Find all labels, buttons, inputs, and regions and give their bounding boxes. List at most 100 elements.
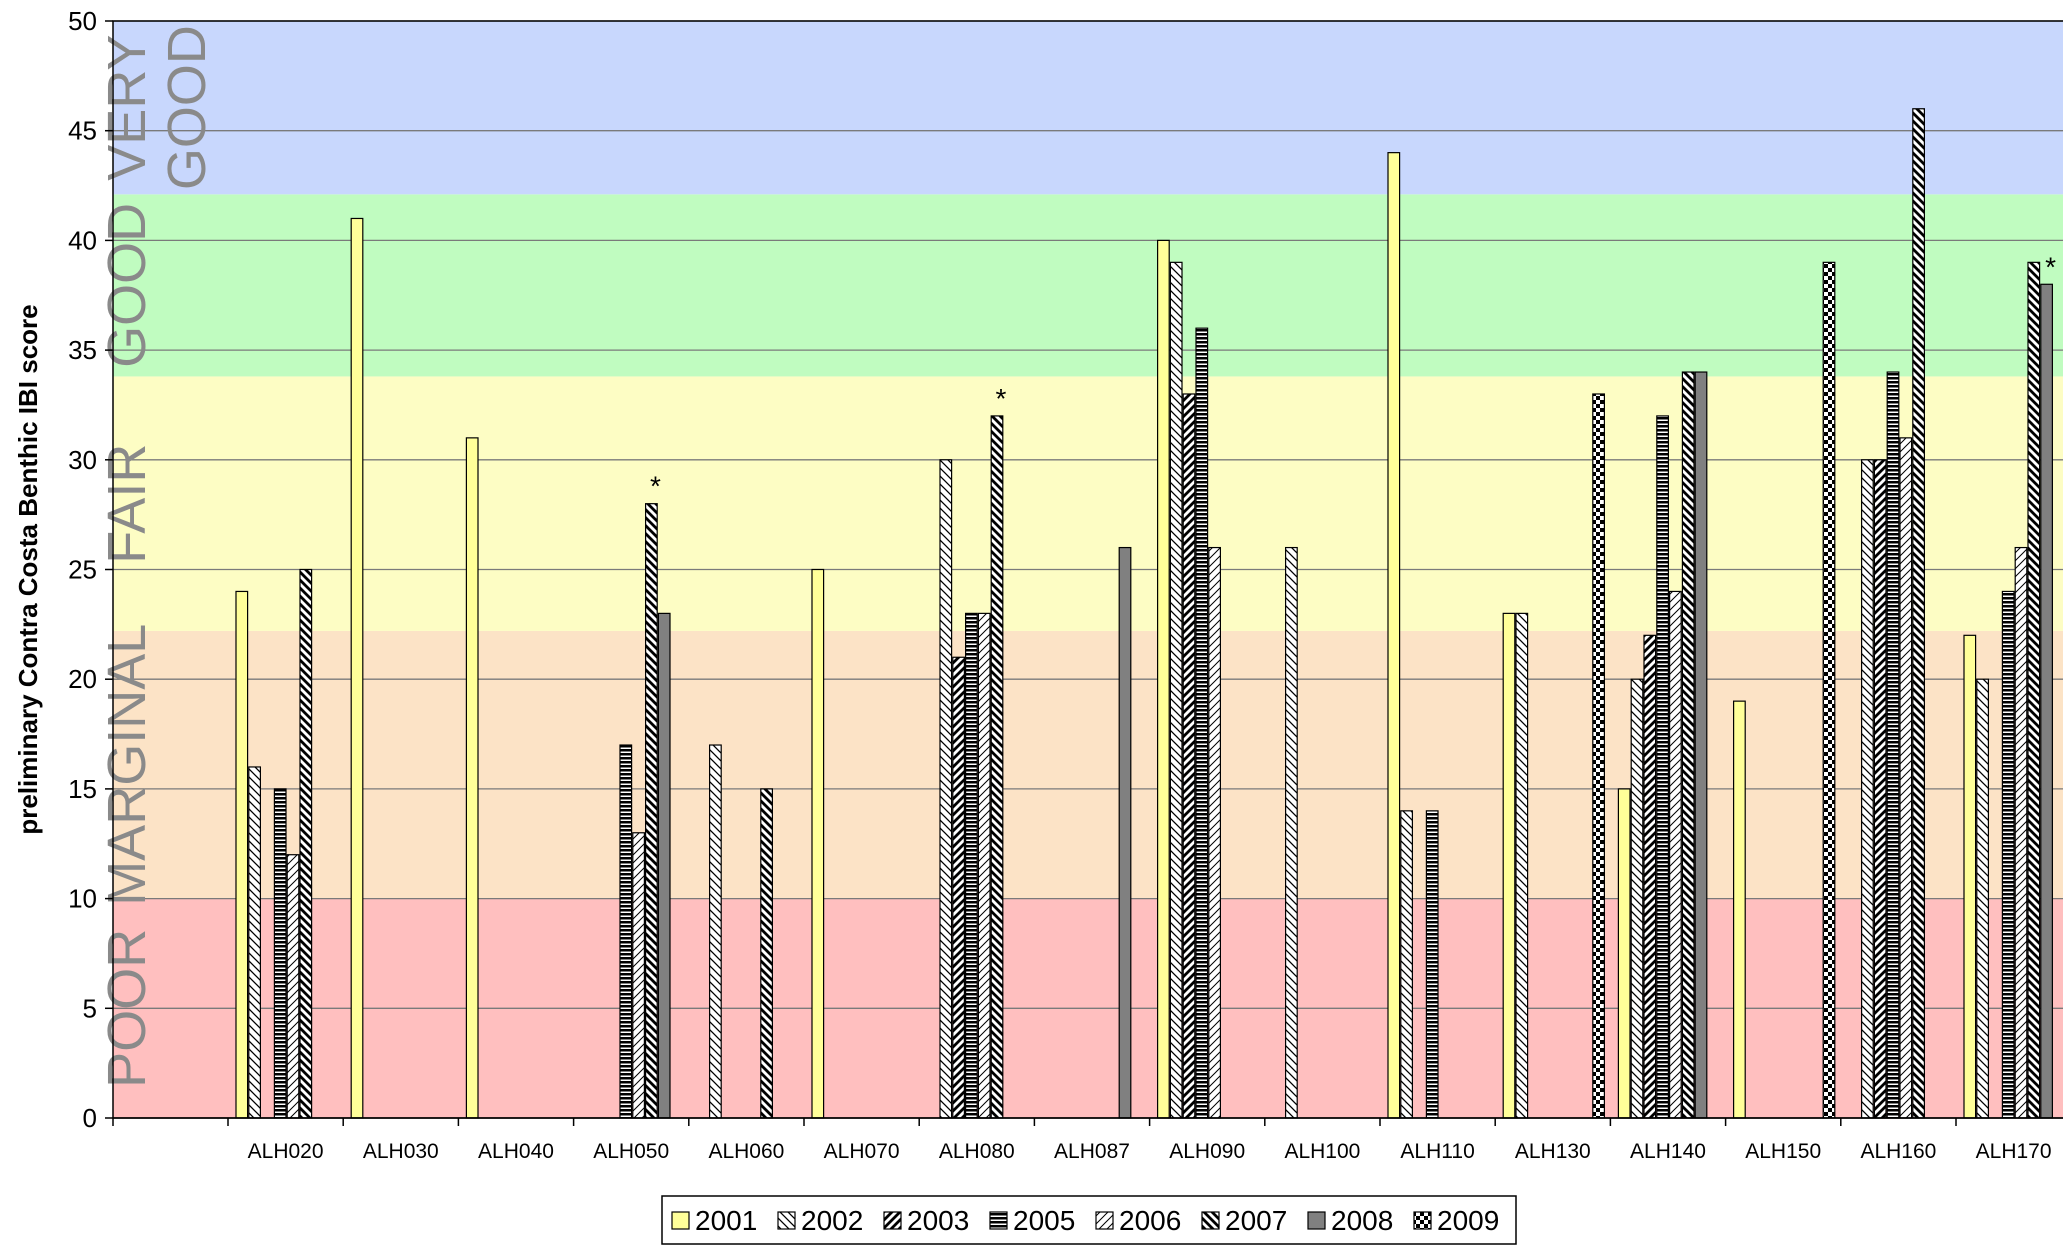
bar-fill: [300, 569, 312, 1118]
bar-fill: [287, 854, 299, 1118]
legend-label: 2007: [1225, 1205, 1287, 1236]
bar-ALH020-2007: [299, 568, 313, 1119]
bar-ALH087-2008: [1118, 546, 1132, 1119]
bar-fill: [1964, 635, 1976, 1118]
bar-ALH080-2002: [939, 459, 953, 1119]
bar-ALH110-2002: [1400, 810, 1414, 1119]
bar-fill: [1426, 810, 1438, 1118]
bar-fill: [1285, 547, 1298, 1118]
bar-fill: [952, 657, 965, 1118]
legend-swatch: [989, 1211, 1008, 1230]
x-category-label: ALH110: [1400, 1140, 1474, 1163]
bar-fill: [1644, 635, 1656, 1118]
bar-fill: [1157, 240, 1170, 1118]
bar-fill: [1516, 613, 1528, 1118]
bar-fill: [2028, 262, 2040, 1119]
legend-swatch: [777, 1211, 796, 1230]
bar-ALH100-2002: [1284, 546, 1298, 1119]
band-label-text: MARGINAL: [97, 624, 157, 906]
x-category-label: ALH130: [1515, 1140, 1591, 1163]
bar-ALH050-2007: [644, 503, 658, 1119]
bar-ALH040-2001: [465, 437, 479, 1119]
bar-ALH130-2009: [1592, 393, 1606, 1119]
bar-ALH160-2002: [1860, 459, 1874, 1119]
bar-fill: [274, 788, 286, 1118]
bar-ALH170-2002: [1976, 678, 1990, 1119]
legend-swatch: [1095, 1211, 1114, 1230]
legend-label: 2002: [801, 1205, 863, 1236]
bar-fill: [2002, 591, 2014, 1118]
legend-swatch: [1307, 1211, 1326, 1230]
bar-ALH140-2008: [1694, 371, 1708, 1119]
legend-swatch: [671, 1211, 690, 1230]
x-category-label: ALH030: [363, 1140, 439, 1163]
band-label-marginal: MARGINAL: [97, 624, 157, 906]
bar-ALH020-2005: [273, 788, 287, 1119]
bar-fill: [620, 745, 632, 1118]
bar-ALH080-2007: [990, 415, 1004, 1119]
x-category-label: ALH150: [1745, 1140, 1821, 1163]
bar-fill: [940, 459, 952, 1118]
asterisk-annotation: *: [2045, 251, 2056, 282]
x-category-label: ALH060: [708, 1140, 784, 1163]
band-label-very-good: VERY GOOD: [97, 25, 217, 190]
bar-fill: [1887, 372, 1899, 1118]
legend-item-2007: 2007: [1201, 1205, 1287, 1236]
bar-ALH090-2002: [1169, 261, 1183, 1119]
bar-fill: [1618, 788, 1630, 1118]
bar-fill: [1874, 459, 1886, 1118]
y-tick-label: 15: [68, 774, 97, 804]
bar-ALH170-2008: [2040, 283, 2054, 1119]
band-label-fair: FAIR: [97, 444, 157, 564]
bar-fill: [1196, 328, 1208, 1118]
bar-fill: [1900, 437, 1912, 1118]
bar-fill: [1170, 262, 1182, 1119]
x-category-label: ALH050: [593, 1140, 669, 1163]
y-tick-label: 40: [68, 225, 97, 255]
bar-ALH090-2003: [1182, 393, 1196, 1119]
bar-ALH170-2005: [2001, 590, 2015, 1119]
legend-label: 2008: [1331, 1205, 1393, 1236]
bar-ALH060-2007: [760, 788, 773, 1119]
bar-fill: [1733, 701, 1746, 1118]
bar-fill: [632, 832, 645, 1118]
bar-fill: [1823, 262, 1835, 1119]
bar-ALH080-2005: [964, 612, 978, 1119]
bar-ALH090-2005: [1195, 327, 1209, 1119]
bar-fill: [1912, 108, 1925, 1118]
bar-fill: [1861, 459, 1874, 1118]
bar-ALH160-2007: [1912, 108, 1926, 1119]
bar-fill: [991, 415, 1003, 1118]
bar-fill: [236, 591, 248, 1118]
bar-ALH140-2001: [1617, 788, 1631, 1119]
x-category-label: ALH100: [1284, 1140, 1360, 1163]
bar-fill: [658, 613, 670, 1118]
bar-fill: [645, 503, 658, 1118]
y-tick-label: 45: [68, 116, 97, 146]
bar-ALH090-2006: [1208, 546, 1222, 1119]
bar-ALH110-2001: [1387, 152, 1401, 1119]
legend-item-2003: 2003: [883, 1205, 969, 1236]
band-label-text: GOOD: [97, 203, 157, 368]
y-tick-label: 50: [68, 6, 97, 36]
bar-fill: [1119, 547, 1131, 1118]
bar-ALH050-2008: [657, 612, 671, 1119]
y-tick-label: 10: [68, 884, 97, 914]
legend-swatch: [1201, 1211, 1220, 1230]
legend-swatch: [883, 1211, 902, 1230]
y-tick-label: 0: [83, 1103, 97, 1133]
bar-fill: [812, 569, 824, 1118]
x-category-label: ALH070: [824, 1140, 900, 1163]
bar-ALH070-2001: [811, 568, 825, 1119]
bar-ALH020-2006: [286, 854, 300, 1119]
bar-ALH050-2006: [632, 832, 645, 1119]
x-category-label: ALH160: [1860, 1140, 1936, 1163]
band-label-text: VERY: [97, 35, 157, 181]
x-category-label: ALH140: [1630, 1140, 1706, 1163]
bar-ALH160-2005: [1886, 371, 1900, 1119]
bar-fill: [1656, 415, 1669, 1118]
legend-label: 2009: [1437, 1205, 1499, 1236]
legend-box: [661, 1195, 1517, 1245]
